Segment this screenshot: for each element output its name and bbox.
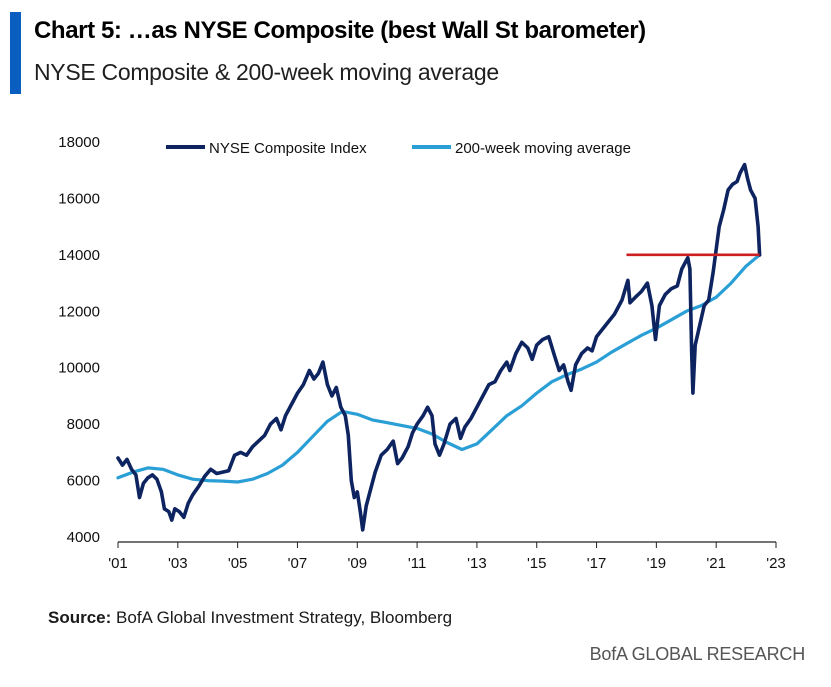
moving-average-200w-line [116,253,762,484]
y-tick-label: 18000 [58,134,100,151]
x-tick-label: '01 [108,555,128,572]
x-tick-label: '17 [587,555,607,572]
y-axis-labels: 4000 6000 8000 10000 12000 14000 16000 18000 [58,134,100,546]
x-tick-label: '21 [706,555,726,572]
y-tick-label: 10000 [58,360,100,377]
x-tick-label: '09 [347,555,367,572]
title-accent-bar [10,12,21,94]
x-tick-label: '19 [647,555,667,572]
y-tick-label: 14000 [58,247,100,264]
y-tick-label: 16000 [58,190,100,207]
y-tick-label: 12000 [58,303,100,320]
source-text: BofA Global Investment Strategy, Bloombe… [111,608,453,627]
chart-legend: NYSE Composite Index 200-week moving aver… [166,140,631,157]
x-axis: '01 '03 '05 '07 '09 '11 '13 '15 '17 '19 '21 '23 [108,541,786,572]
x-tick-label: '13 [467,555,487,572]
x-tick-label: '23 [766,555,786,572]
y-tick-label: 6000 [67,473,100,490]
x-tick-label: '11 [408,555,426,572]
legend-label: NYSE Composite Index [209,140,367,157]
series-lines [116,162,762,532]
x-tick-label: '05 [228,555,248,572]
chart-title: Chart 5: …as NYSE Composite (best Wall S… [34,17,646,44]
nyse-composite-index-line [116,162,762,532]
y-tick-label: 8000 [67,416,100,433]
x-tick-label: '07 [288,555,308,572]
brand-footer: BofA GLOBAL RESEARCH [589,644,806,664]
source-label: Source: [48,608,112,627]
chart-subtitle: NYSE Composite & 200-week moving average [34,59,499,85]
line-chart: 4000 6000 8000 10000 12000 14000 16000 18000 '0… [58,134,786,572]
y-tick-label: 4000 [67,529,100,546]
source-note: Source: BofA Global Investment Strategy,… [48,608,452,628]
x-tick-label: '03 [168,555,188,572]
x-tick-label: '15 [527,555,547,572]
legend-label: 200-week moving average [455,140,631,157]
